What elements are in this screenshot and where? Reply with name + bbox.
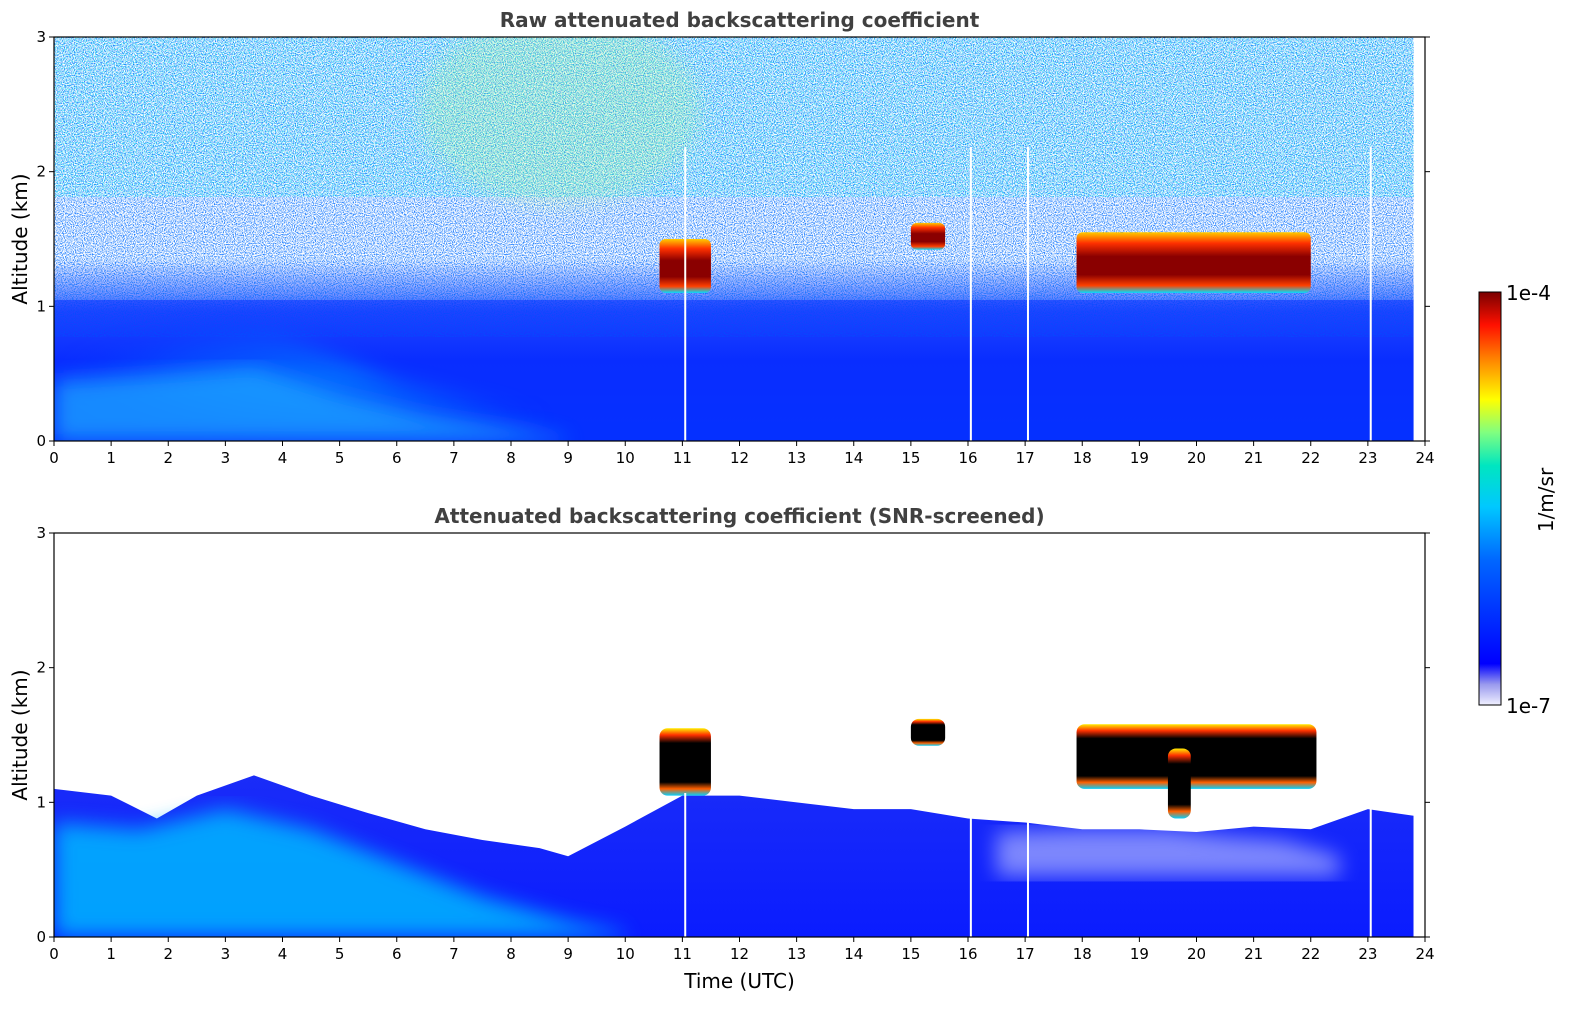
bottom-x-axis-label: Time (UTC) [683,969,795,993]
bottom-panel-plot [54,533,1425,937]
top-x-tick-label: 24 [1415,449,1434,467]
top-x-tick-label: 6 [392,449,402,467]
bottom-x-tick-label: 5 [335,945,345,963]
top-x-tick-label: 14 [844,449,863,467]
top-panel-title: Raw attenuated backscattering coefficien… [500,8,980,32]
bottom-panel-title: Attenuated backscattering coefficient (S… [434,504,1044,528]
bottom-y-axis-label: Altitude (km) [8,669,32,800]
top-x-tick-label: 8 [506,449,516,467]
bottom-boundary-fringe [996,829,1340,877]
top-x-tick-label: 12 [730,449,749,467]
top-x-tick-label: 5 [335,449,345,467]
top-x-tick-label: 23 [1358,449,1377,467]
bottom-x-tick-label: 1 [106,945,116,963]
bottom-cloud-layers [659,718,1317,819]
bottom-y-tick-label: 1 [36,793,46,811]
bottom-y-tick-label: 2 [36,659,46,677]
bottom-x-tick-label: 9 [563,945,573,963]
top-cloud-layers [659,222,1311,293]
top-y-axis-label: Altitude (km) [8,173,32,304]
bottom-x-tick-label: 7 [449,945,459,963]
bottom-x-tick-label: 4 [278,945,288,963]
bottom-x-tick-label: 21 [1244,945,1263,963]
bottom-x-tick-label: 19 [1130,945,1149,963]
top-x-tick-label: 9 [563,449,573,467]
bottom-x-tick-label: 18 [1073,945,1092,963]
top-x-tick-label: 7 [449,449,459,467]
top-cloud [1076,232,1311,293]
bottom-y-tick-label: 3 [36,524,46,542]
bottom-x-tick-label: 10 [616,945,635,963]
bottom-x-tick-label: 22 [1301,945,1320,963]
bottom-cloud [1167,748,1191,819]
top-cloud [910,222,946,250]
top-panel-plot [54,37,1425,441]
top-x-tick-label: 1 [106,449,116,467]
bottom-axes: 0 1 2 3 4 5 6 7 8 9 10 11 12 13 14 15 16 17 18 19 20 21 22 23 24… [36,524,1434,963]
bottom-x-tick-label: 6 [392,945,402,963]
bottom-x-tick-label: 13 [787,945,806,963]
top-x-tick-label: 11 [673,449,692,467]
bottom-data-gaps [684,793,1372,937]
bottom-x-tick-label: 16 [958,945,977,963]
top-x-tick-label: 2 [163,449,173,467]
top-boundary-light [54,366,569,441]
bottom-cloud [1076,724,1317,789]
top-axes: 0 1 2 3 4 5 6 7 8 9 10 11 12 13 14 15 16 17 18 19 20 21 22 23 24… [36,28,1434,467]
bottom-y-tick-label: 0 [36,928,46,946]
top-x-tick-label: 19 [1130,449,1149,467]
bottom-boundary-layer-light [54,809,626,937]
bottom-x-tick-label: 0 [49,945,59,963]
colorbar-gradient [1478,291,1502,706]
bottom-x-tick-label: 23 [1358,945,1377,963]
top-x-tick-label: 13 [787,449,806,467]
top-x-tick-label: 15 [901,449,920,467]
top-no-data-region [1413,37,1425,441]
bottom-x-tick-label: 2 [163,945,173,963]
colorbar: 1e-4 1e-7 1/m/sr [1478,281,1558,718]
top-x-tick-label: 17 [1016,449,1035,467]
top-x-tick-label: 21 [1244,449,1263,467]
bottom-x-tick-label: 20 [1187,945,1206,963]
bottom-x-tick-label: 12 [730,945,749,963]
top-y-tick-label: 1 [36,297,46,315]
top-noise-greenish-region [420,37,700,205]
top-y-tick-label: 2 [36,163,46,181]
top-data-gaps [684,147,1372,441]
colorbar-max-label: 1e-4 [1506,281,1551,305]
top-x-tick-label: 16 [958,449,977,467]
colorbar-min-label: 1e-7 [1506,694,1551,718]
bottom-x-tick-label: 14 [844,945,863,963]
top-y-tick-label: 3 [36,28,46,46]
bottom-no-data-region [1413,533,1425,937]
top-x-tick-label: 4 [278,449,288,467]
top-y-tick-label: 0 [36,432,46,450]
top-noise-field-cyan [54,37,1414,197]
bottom-x-tick-label: 24 [1415,945,1434,963]
colorbar-units-label: 1/m/sr [1534,467,1558,532]
bottom-x-tick-label: 11 [673,945,692,963]
top-x-tick-label: 10 [616,449,635,467]
bottom-x-tick-label: 8 [506,945,516,963]
top-x-tick-label: 20 [1187,449,1206,467]
bottom-x-tick-label: 3 [221,945,231,963]
bottom-cloud [910,718,946,746]
top-x-tick-label: 18 [1073,449,1092,467]
bottom-x-tick-label: 15 [901,945,920,963]
bottom-cloud [659,728,711,796]
bottom-x-tick-label: 17 [1016,945,1035,963]
top-x-tick-label: 0 [49,449,59,467]
top-x-tick-label: 22 [1301,449,1320,467]
top-x-tick-label: 3 [221,449,231,467]
